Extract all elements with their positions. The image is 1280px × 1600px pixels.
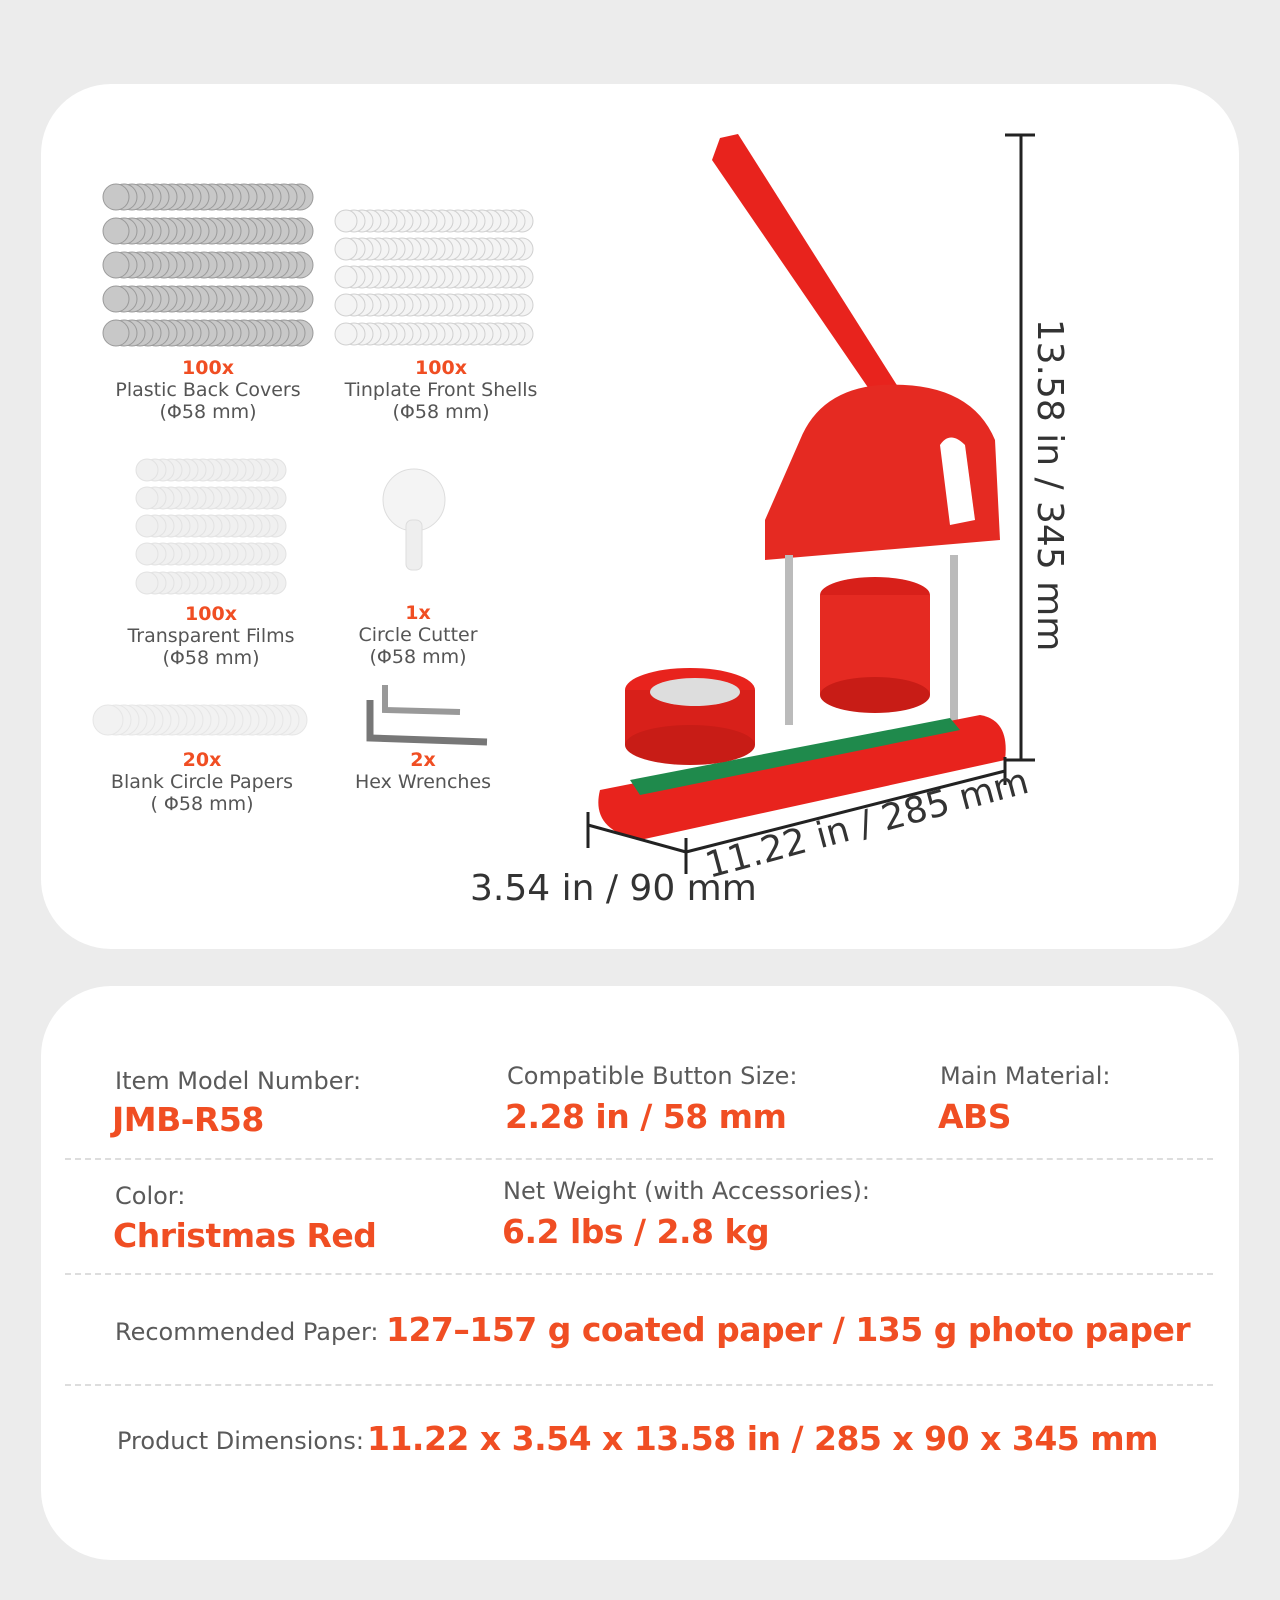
- head-hole: [940, 437, 975, 525]
- name: Plastic Back Covers: [115, 379, 301, 401]
- spec-label: Compatible Button Size:: [507, 1062, 798, 1090]
- spec-label: Item Model Number:: [115, 1067, 362, 1095]
- quantity: 1x: [405, 602, 431, 624]
- disc: [102, 183, 130, 211]
- cup-inner: [650, 678, 740, 706]
- accessory: 100x Tinplate Front Shells (Φ58 mm): [345, 357, 538, 423]
- spec-value: 127–157 g coated paper / 135 g photo pap…: [386, 1310, 1191, 1349]
- spec-value: 11.22 x 3.54 x 13.58 in / 285 x 90 x 345…: [367, 1419, 1159, 1458]
- accessory: 100x Transparent Films (Φ58 mm): [127, 603, 294, 669]
- accessory: 1x Circle Cutter (Φ58 mm): [358, 602, 477, 668]
- spec-value: 6.2 lbs / 2.8 kg: [502, 1212, 770, 1251]
- name: Transparent Films: [127, 625, 295, 647]
- height-label: 13.58 in / 345 mm: [1029, 319, 1070, 652]
- base-plate: [630, 718, 960, 795]
- name: Tinplate Front Shells: [344, 379, 538, 401]
- accessory: 100x Plastic Back Covers (Φ58 mm): [115, 357, 300, 423]
- wrench: [382, 685, 461, 715]
- disc: [135, 458, 159, 482]
- divider: [65, 1384, 1213, 1386]
- spec-value: 2.28 in / 58 mm: [505, 1097, 787, 1136]
- product-art: 3.54 in / 90 mm 11.22 in / 285 mm 13.58 …: [92, 133, 1070, 909]
- size: (Φ58 mm): [392, 401, 490, 423]
- spec-label: Main Material:: [940, 1062, 1111, 1090]
- quantity: 100x: [415, 357, 467, 379]
- base: [598, 715, 1006, 840]
- divider: [65, 1273, 1213, 1275]
- disc: [135, 486, 159, 510]
- disc: [334, 293, 358, 317]
- size: ( Φ58 mm): [150, 793, 254, 815]
- disc: [334, 209, 358, 233]
- name: Circle Cutter: [358, 624, 478, 646]
- dimension-lines: [586, 133, 1035, 874]
- disc: [135, 571, 159, 595]
- disc: [102, 319, 130, 347]
- quantity: 100x: [185, 603, 237, 625]
- accessory: 2x Hex Wrenches: [355, 749, 491, 793]
- rod: [785, 555, 793, 725]
- cup: [625, 725, 755, 765]
- handle: [712, 134, 900, 405]
- size: (Φ58 mm): [159, 401, 257, 423]
- spec-label: Color:: [115, 1182, 186, 1210]
- disc: [334, 237, 358, 261]
- spec-label: Recommended Paper:: [115, 1318, 379, 1346]
- disc: [102, 251, 130, 279]
- spec-value: Christmas Red: [113, 1216, 377, 1255]
- disc: [334, 265, 358, 289]
- disc: [92, 704, 124, 736]
- accessory: 20x Blank Circle Papers( Φ58 mm): [111, 749, 293, 815]
- quantity: 100x: [182, 357, 234, 379]
- spec-label: Net Weight (with Accessories):: [503, 1177, 871, 1205]
- name: Blank Circle Papers: [110, 771, 294, 793]
- width-label: 3.54 in / 90 mm: [470, 868, 757, 909]
- die: [820, 677, 930, 713]
- quantity: 2x: [410, 749, 436, 771]
- disc: [334, 322, 358, 346]
- disc: [135, 514, 159, 538]
- spec-value: ABS: [938, 1097, 1011, 1136]
- size: (Φ58 mm): [369, 646, 467, 668]
- disc: [102, 217, 130, 245]
- divider: [65, 1158, 1213, 1160]
- size: (Φ58 mm): [162, 647, 260, 669]
- disc: [102, 285, 130, 313]
- cutter-handle: [405, 519, 423, 571]
- spec-value: JMB-R58: [112, 1100, 264, 1139]
- wrench: [366, 700, 488, 746]
- name: Hex Wrenches: [354, 771, 492, 793]
- quantity: 20x: [182, 749, 222, 771]
- rod: [950, 555, 958, 745]
- press-head: [765, 384, 1000, 560]
- spec-label: Product Dimensions:: [117, 1427, 364, 1455]
- disc: [135, 542, 159, 566]
